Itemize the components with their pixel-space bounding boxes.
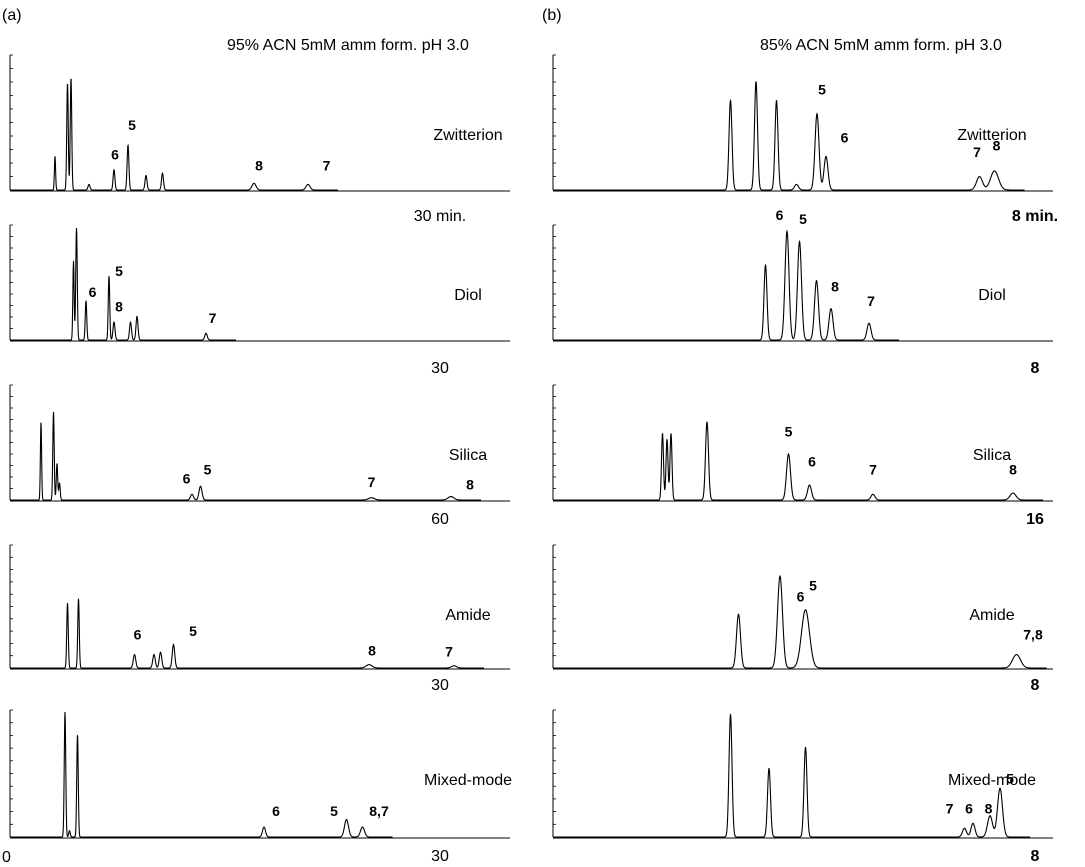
panel-b-diol-trace — [553, 229, 899, 341]
panel-b-zwitterion-peak-label: 6 — [841, 130, 849, 146]
panel-a-diol-peak-label: 6 — [89, 284, 97, 300]
panel-a-mixed-mode-peak-label: 8,7 — [369, 803, 389, 819]
panel-b-silica-trace — [553, 421, 1043, 501]
panel-b-conditions: 85% ACN 5mM amm form. pH 3.0 — [760, 37, 1002, 54]
x-axis-zero-label-a: 0 — [2, 849, 11, 866]
panel-b-amide-peak-label: 6 — [797, 589, 805, 605]
panel-a-diol-time-label: 30 — [431, 360, 449, 377]
panel-b-mixed-mode-trace — [553, 712, 1030, 838]
panel-b-diol-column-label: Diol — [978, 287, 1006, 304]
panel-b-silica-peak-label: 5 — [785, 424, 793, 440]
panel-b-diol-peak-label: 5 — [799, 211, 807, 227]
panel-b-diol-peak-label: 7 — [867, 293, 875, 309]
panel-a-mixed-mode-trace — [10, 712, 393, 838]
panel-a-diol-peak-label: 7 — [209, 310, 217, 326]
panel-a-diol-trace — [10, 228, 236, 341]
panel-a-silica-trace — [10, 411, 481, 501]
panel-b-silica-column-label: Silica — [973, 447, 1011, 464]
panel-b-diol-peak-label: 6 — [776, 207, 784, 223]
panel-a-amide-time-label: 30 — [431, 677, 449, 694]
panel-a-amide-column-label: Amide — [445, 607, 490, 624]
panel-b-silica-time-label: 16 — [1026, 511, 1044, 528]
panel-a-silica-peak-label: 6 — [183, 471, 191, 487]
panel-a-amide-peak-label: 5 — [189, 623, 197, 639]
panel-a-silica-column-label: Silica — [449, 447, 487, 464]
panel-b-silica-peak-label: 7 — [869, 461, 877, 477]
panel-a-amide-peak-label: 7 — [445, 643, 453, 659]
panel-a-silica-peak-label: 7 — [368, 474, 376, 490]
panel-a-mixed-mode-peak-label: 5 — [330, 803, 338, 819]
panel-b-diol-peak-label: 8 — [831, 278, 839, 294]
panel-a-zwitterion-peak-label: 5 — [128, 117, 136, 133]
panel-a-conditions: 95% ACN 5mM amm form. pH 3.0 — [227, 37, 469, 54]
panel-b-zwitterion-peak-label: 7 — [973, 144, 981, 160]
panel-b-mixed-mode-peak-label: 5 — [1006, 771, 1014, 787]
panel-a-amide-peak-label: 6 — [134, 627, 142, 643]
panel-a-diol-peak-label: 8 — [115, 299, 123, 315]
panel-b-amide-peak-label: 7,8 — [1023, 627, 1043, 643]
panel-a-mixed-mode-column-label: Mixed-mode — [424, 772, 512, 789]
panel-a-amide-trace — [10, 598, 484, 669]
panel-b-mixed-mode-peak-label: 8 — [985, 801, 993, 817]
panel-a-silica-peak-label: 8 — [466, 476, 474, 492]
panel-a-zwitterion-peak-label: 7 — [323, 158, 331, 174]
panel-a-mixed-mode-peak-label: 6 — [272, 803, 280, 819]
panel-b-mixed-mode-peak-label: 6 — [965, 801, 973, 817]
panel-a-silica-time-label: 60 — [431, 511, 449, 528]
panel-a-zwitterion-column-label: Zwitterion — [433, 127, 502, 144]
panel-b-zwitterion-time-label: 8 min. — [1012, 208, 1058, 225]
panel-b-amide-trace — [553, 574, 1047, 669]
panel-b-mixed-mode-peak-label: 7 — [946, 801, 954, 817]
panel-a-mixed-mode-time-label: 30 — [431, 848, 449, 865]
panel-a-diol-peak-label: 5 — [115, 263, 123, 279]
panel-b-zwitterion-column-label: Zwitterion — [957, 127, 1026, 144]
panel-b-zwitterion-trace — [553, 81, 1025, 191]
panel-b-mixed-mode-time-label: 8 — [1031, 848, 1040, 865]
panel-b-amide-time-label: 8 — [1031, 677, 1040, 694]
panel-b-letter: (b) — [542, 7, 562, 24]
panel-a-zwitterion-peak-label: 8 — [255, 158, 263, 174]
panel-a-silica-peak-label: 5 — [204, 461, 212, 477]
panel-a-zwitterion-trace — [10, 78, 338, 191]
panel-b-amide-peak-label: 5 — [809, 577, 817, 593]
panel-a-letter: (a) — [2, 7, 22, 24]
panel-a-amide-peak-label: 8 — [368, 642, 376, 658]
panel-a-zwitterion-time-label: 30 min. — [414, 208, 466, 225]
panel-b-silica-peak-label: 8 — [1009, 461, 1017, 477]
panel-b-zwitterion-peak-label: 8 — [993, 137, 1001, 153]
panel-b-mixed-mode-column-label: Mixed-mode — [948, 772, 1036, 789]
panel-b-amide-column-label: Amide — [969, 607, 1014, 624]
panel-b-silica-peak-label: 6 — [808, 453, 816, 469]
panel-b-zwitterion-peak-label: 5 — [818, 81, 826, 97]
panel-a-diol-column-label: Diol — [454, 287, 482, 304]
panel-b-diol-time-label: 8 — [1031, 360, 1040, 377]
panel-a-zwitterion-peak-label: 6 — [111, 146, 119, 162]
